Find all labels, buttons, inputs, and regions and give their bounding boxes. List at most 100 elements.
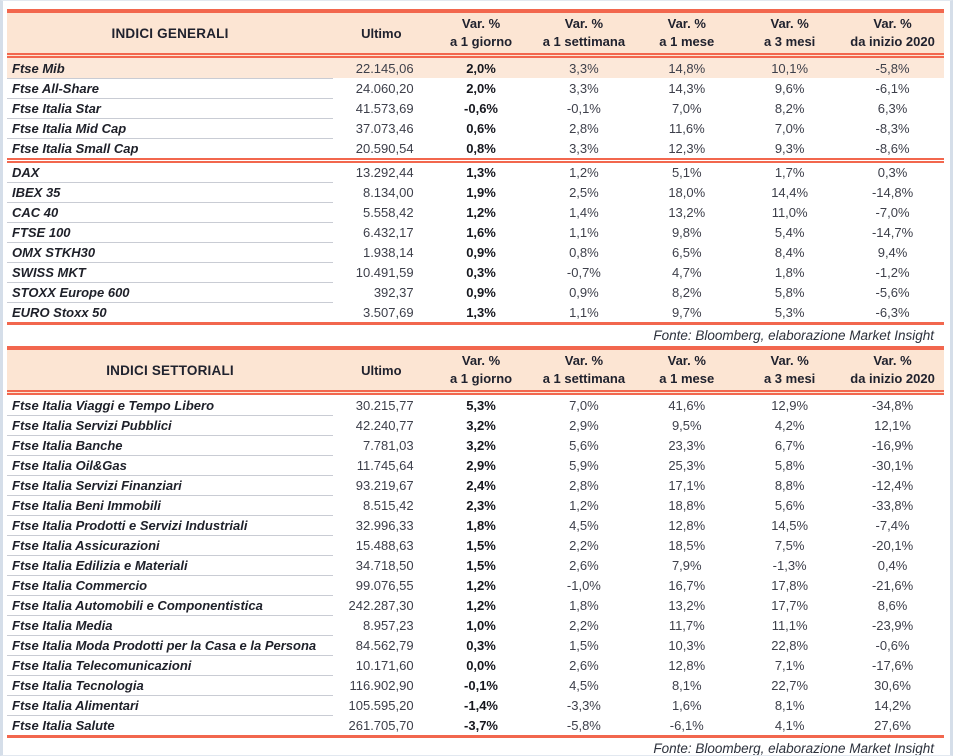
cell-w1: 7,0%: [569, 397, 599, 413]
cell-ytd: -1,2%: [875, 264, 910, 280]
cell-ultimo: 8.957,23: [362, 617, 414, 633]
cell-m3: 10,1%: [738, 58, 842, 78]
table-row: Ftse Italia Viaggi e Tempo Libero 30.215,…: [7, 395, 944, 415]
cell-name: IBEX 35: [7, 182, 334, 202]
cell-name: SWISS MKT: [7, 262, 334, 282]
cell-ultimo: 15.488,63: [355, 537, 414, 553]
cell-name: Ftse Italia Beni Immobili: [7, 495, 334, 515]
cell-d1: 2,3%: [466, 497, 496, 513]
cell-m1: 14,3%: [668, 80, 706, 96]
cell-d1: 0,9%: [466, 284, 496, 300]
cell-ytd: -8,3%: [875, 120, 910, 136]
table-row: Ftse Italia Servizi Pubblici 42.240,77 3,2…: [7, 415, 944, 435]
cell-w1: -1,0%: [566, 577, 601, 593]
col-header-var-ytd: Var. % da inizio 2020: [841, 9, 944, 58]
cell-m1: 9,7%: [635, 302, 739, 325]
cell-d1: 1,3%: [429, 158, 533, 182]
cell-name: Ftse Italia Small Cap: [7, 138, 334, 158]
cell-m1: -6,1%: [635, 715, 739, 738]
cell-w1: 2,6%: [569, 657, 599, 673]
cell-m1: 13,2%: [668, 597, 706, 613]
table-row: CAC 40 5.558,42 1,2% 1,4% 13,2% 11,0% -7,0%: [7, 202, 944, 222]
cell-ultimo: 93.219,67: [355, 477, 414, 493]
table-title: INDICI GENERALI: [7, 9, 334, 58]
cell-name: Ftse Mib: [7, 58, 334, 78]
col-header-var-1g: Var. % a 1 giorno: [429, 9, 533, 58]
cell-d1: 2,9%: [466, 457, 496, 473]
cell-w1: 2,8%: [569, 477, 599, 493]
cell-m3: 5,6%: [774, 497, 805, 513]
cell-ytd: -7,4%: [875, 517, 910, 533]
table-row: Ftse Italia Oil&Gas 11.745,64 2,9% 5,9% 25,3…: [7, 455, 944, 475]
cell-w1: -5,8%: [532, 715, 636, 738]
cell-ytd: -20,1%: [871, 537, 914, 553]
cell-w1: 2,9%: [569, 417, 599, 433]
cell-name: Ftse Italia Commercio: [7, 575, 334, 595]
col-header-top: Var. %: [667, 353, 706, 368]
cell-name: Ftse Italia Edilizia e Materiali: [7, 555, 334, 575]
cell-name: Ftse Italia Automobili e Componentistica: [7, 595, 334, 615]
cell-m3: 5,3%: [738, 302, 842, 325]
table-indici-settoriali: INDICI SETTORIALI Ultimo Var. % a 1 gior…: [7, 346, 944, 738]
cell-m3: 8,2%: [774, 100, 805, 116]
cell-m1: 41,6%: [668, 397, 706, 413]
cell-w1: 4,5%: [569, 517, 599, 533]
cell-ytd: 9,4%: [877, 244, 908, 260]
cell-name: DAX: [7, 158, 334, 182]
cell-w1: 2,5%: [569, 184, 599, 200]
cell-m3: 4,1%: [738, 715, 842, 738]
col-header-top: Var. %: [667, 16, 706, 31]
cell-ytd: 6,3%: [877, 100, 908, 116]
cell-d1: -0,6%: [464, 100, 498, 116]
cell-d1: 0,9%: [466, 244, 496, 260]
cell-m1: 1,6%: [671, 697, 702, 713]
cell-ytd: -30,1%: [871, 457, 914, 473]
cell-m1: 13,2%: [668, 204, 706, 220]
cell-ultimo: 10.491,59: [355, 264, 414, 280]
cell-m1: 5,1%: [635, 158, 739, 182]
cell-d1: 1,5%: [466, 557, 496, 573]
col-header-var-1m: Var. % a 1 mese: [635, 9, 739, 58]
table-row: Ftse Italia Assicurazioni 15.488,63 1,5% 2,…: [7, 535, 944, 555]
col-header-top: Var. %: [873, 353, 912, 368]
cell-ultimo: 99.076,55: [355, 577, 414, 593]
cell-w1: 1,2%: [532, 158, 636, 182]
table-row: EURO Stoxx 50 3.507,69 1,3% 1,1% 9,7% 5,3% -6,…: [7, 302, 944, 325]
table-row: Ftse Mib 22.145,06 2,0% 3,3% 14,8% 10,1% -5,8%: [7, 58, 944, 78]
cell-w1: 0,9%: [569, 284, 599, 300]
cell-ytd: 12,1%: [874, 417, 911, 433]
col-header-bottom: da inizio 2020: [850, 371, 935, 386]
cell-m3: 8,4%: [774, 244, 805, 260]
cell-name: Ftse Italia Alimentari: [7, 695, 334, 715]
col-header-var-ytd: Var. % da inizio 2020: [841, 346, 944, 395]
table-row: Ftse Italia Edilizia e Materiali 34.718,5…: [7, 555, 944, 575]
cell-w1: 3,3%: [569, 80, 599, 96]
cell-name: Ftse Italia Tecnologia: [7, 675, 334, 695]
table-row: DAX 13.292,44 1,3% 1,2% 5,1% 1,7% 0,3%: [7, 158, 944, 182]
col-header-bottom: a 3 mesi: [763, 371, 816, 386]
cell-ytd: -6,3%: [841, 302, 944, 325]
cell-m1: 4,7%: [671, 264, 702, 280]
cell-m1: 11,7%: [668, 617, 705, 633]
col-header-var-1s: Var. % a 1 settimana: [532, 346, 636, 395]
col-header-top: Var. %: [461, 16, 501, 31]
cell-ultimo: 105.595,20: [348, 697, 414, 713]
col-header-top: Var. %: [770, 353, 809, 368]
cell-name: Ftse Italia Prodotti e Servizi Industria…: [7, 515, 334, 535]
cell-m3: 1,7%: [738, 158, 842, 182]
cell-w1: 1,8%: [569, 597, 599, 613]
cell-m1: 7,9%: [671, 557, 702, 573]
cell-name: Ftse Italia Mid Cap: [7, 118, 334, 138]
table-row: Ftse Italia Prodotti e Servizi Industria…: [7, 515, 944, 535]
cell-name: Ftse Italia Salute: [7, 715, 334, 738]
cell-name: OMX STKH30: [7, 242, 334, 262]
cell-d1: 0,8%: [466, 140, 496, 156]
col-header-ultimo: Ultimo: [333, 346, 430, 395]
cell-m3: 14,5%: [771, 517, 809, 533]
table-row: Ftse Italia Star 41.573,69 -0,6% -0,1% 7,0% 8…: [7, 98, 944, 118]
cell-m1: 9,8%: [671, 224, 702, 240]
col-header-bottom: a 1 settimana: [542, 34, 626, 49]
cell-m3: 4,2%: [774, 417, 805, 433]
cell-m3: 9,6%: [774, 80, 805, 96]
